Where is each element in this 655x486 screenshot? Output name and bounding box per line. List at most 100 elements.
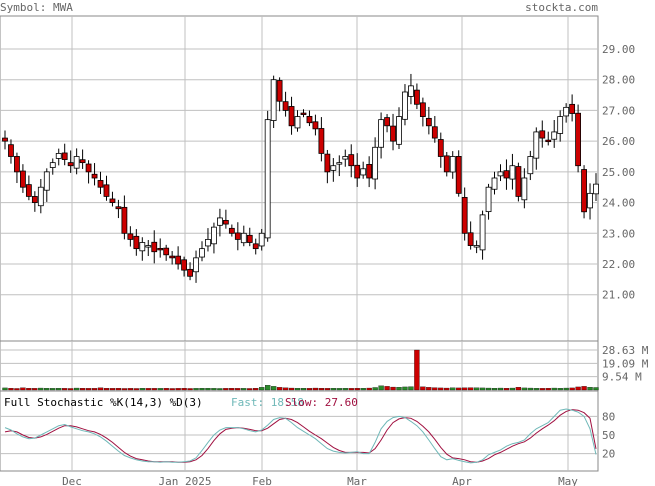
- candle-body: [109, 198, 116, 203]
- candle-body: [187, 268, 193, 277]
- volume-bar: [581, 386, 587, 391]
- volume-bar: [426, 387, 432, 391]
- price-tick-label: 28.00: [602, 74, 635, 87]
- candle-body: [557, 116, 564, 134]
- volume-bar: [366, 387, 372, 391]
- volume-panel-frame: [0, 340, 599, 392]
- volume-bar: [563, 387, 569, 391]
- volume-bar: [157, 388, 163, 391]
- candle-body: [497, 171, 504, 177]
- candle-body: [288, 106, 295, 127]
- volume-bar: [253, 388, 259, 391]
- candle-body: [330, 165, 337, 171]
- volume-bar: [420, 386, 426, 391]
- volume-bar: [62, 388, 68, 391]
- volume-bar: [539, 388, 545, 391]
- candle-body: [199, 248, 205, 258]
- candle-body: [73, 156, 80, 169]
- price-tick-label: 26.00: [602, 135, 635, 148]
- volume-bar: [378, 385, 384, 391]
- candle-body: [31, 196, 38, 203]
- candle-body: [390, 125, 396, 142]
- volume-bar: [14, 388, 20, 391]
- candle-body: [282, 101, 289, 111]
- volume-bar: [2, 387, 8, 391]
- volume-bar: [270, 386, 277, 391]
- symbol-label: Symbol: MWA: [0, 1, 73, 14]
- candle-body: [378, 119, 384, 148]
- price-tick-label: 23.00: [602, 227, 635, 240]
- candle-body: [55, 153, 62, 159]
- candle-body: [115, 206, 122, 210]
- volume-bar: [551, 387, 557, 391]
- candle-body: [509, 165, 516, 180]
- volume-bar: [205, 388, 211, 391]
- volume-bar: [402, 386, 408, 391]
- volume-bar: [384, 386, 390, 391]
- volume-bar: [91, 388, 98, 391]
- volume-bar: [306, 388, 313, 391]
- stochastic-fast-line: [4, 408, 597, 464]
- price-panel-frame: [0, 15, 599, 342]
- stochastic-title: Full Stochastic %K(14,3) %D(3): [4, 396, 203, 409]
- price-tick-label: 25.00: [602, 166, 635, 179]
- stochastic-panel: 80 50 20 Full Stochastic %K(14,3) %D(3) …: [0, 390, 615, 472]
- price-tick-label: 22.00: [602, 258, 635, 271]
- candle-body: [85, 163, 92, 173]
- candle-body: [545, 139, 552, 143]
- volume-bar: [247, 388, 253, 391]
- volume-axis: 28.63 M 19.09 M 9.54 M: [602, 344, 649, 384]
- volume-bar: [68, 388, 74, 391]
- candle-body: [324, 153, 331, 173]
- volume-bar: [56, 388, 62, 391]
- volume-bar: [450, 387, 456, 391]
- volume-bar: [139, 388, 145, 391]
- volume-bar: [342, 388, 348, 391]
- candle-body: [211, 226, 217, 245]
- candle-body: [91, 173, 98, 179]
- candle-body: [575, 112, 581, 167]
- volume-bar: [408, 386, 414, 391]
- volume-bar: [444, 387, 450, 391]
- volume-bar: [467, 387, 474, 391]
- volume-bar: [211, 388, 217, 391]
- candle-body: [133, 235, 140, 250]
- volume-bar: [515, 387, 522, 391]
- candle-body: [396, 116, 402, 145]
- candle-body: [151, 241, 158, 253]
- candle-body: [20, 170, 26, 188]
- month-label: Jan 2025: [159, 475, 212, 486]
- volume-bar: [20, 387, 26, 391]
- candle-body: [37, 186, 44, 207]
- candle-body: [193, 257, 199, 273]
- candle-body: [491, 177, 498, 190]
- volume-bar: [485, 387, 492, 391]
- volume-bar: [127, 388, 134, 391]
- volume-bar: [575, 386, 581, 391]
- volume-bar: [187, 388, 193, 391]
- candle-body: [455, 156, 462, 194]
- month-label: Mar: [347, 475, 367, 486]
- candle-body: [306, 115, 313, 124]
- volume-bar: [545, 388, 551, 391]
- stochastic-slow-line: [4, 409, 597, 463]
- candle-body: [25, 184, 32, 197]
- volume-bar: [360, 388, 366, 391]
- volume-bar: [491, 388, 498, 391]
- volume-bar: [217, 388, 223, 391]
- candle-body: [348, 154, 355, 167]
- stochastic-panel-frame: [0, 390, 599, 472]
- candle-body: [342, 156, 349, 160]
- volume-bar: [97, 387, 104, 391]
- candle-body: [354, 164, 361, 179]
- volume-bar: [294, 388, 301, 391]
- price-panel: 29.00 28.00 27.00 26.00 25.00 24.00 23.0…: [0, 15, 635, 342]
- candle-body: [461, 197, 468, 234]
- volume-bar: [50, 388, 56, 391]
- month-label: Feb: [252, 475, 272, 486]
- volume-bar: [276, 387, 283, 391]
- volume-bar: [372, 387, 378, 391]
- volume-bar: [330, 388, 336, 391]
- candle-body: [234, 232, 241, 240]
